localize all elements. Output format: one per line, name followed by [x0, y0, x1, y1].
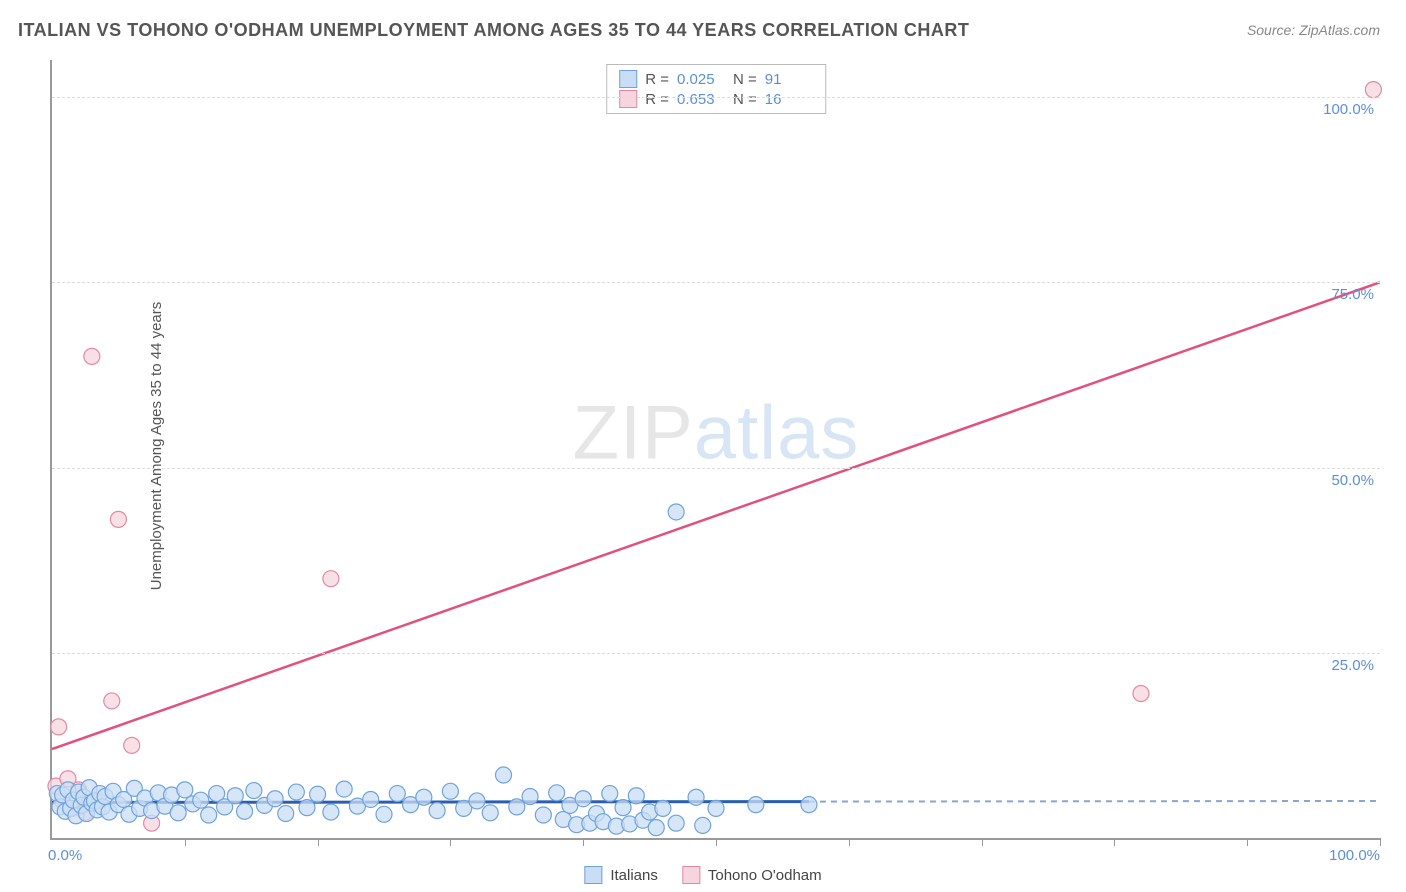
correlation-legend: R = 0.025 N = 91 R = 0.653 N = 16: [606, 64, 826, 114]
y-tick-label: 50.0%: [1331, 472, 1374, 489]
swatch-tohono: [682, 866, 700, 884]
swatch-tohono: [619, 90, 637, 108]
correlation-legend-row-italians: R = 0.025 N = 91: [619, 69, 813, 89]
n-label: N =: [733, 91, 757, 108]
n-value-tohono: 16: [765, 91, 813, 108]
swatch-italians: [619, 70, 637, 88]
correlation-legend-row-tohono: R = 0.653 N = 16: [619, 89, 813, 109]
r-value-tohono: 0.653: [677, 91, 725, 108]
plot-area: ZIPatlas R = 0.025 N = 91 R = 0.653 N = …: [50, 60, 1380, 840]
chart-title: ITALIAN VS TOHONO O'ODHAM UNEMPLOYMENT A…: [18, 20, 969, 41]
r-label: R =: [645, 71, 669, 88]
x-max-label: 100.0%: [1329, 847, 1380, 864]
source-attribution: Source: ZipAtlas.com: [1247, 22, 1380, 38]
y-tick-label: 25.0%: [1331, 657, 1374, 674]
y-tick-label: 100.0%: [1323, 101, 1374, 118]
series-label-tohono: Tohono O'odham: [708, 867, 822, 884]
series-legend: Italians Tohono O'odham: [584, 866, 821, 884]
x-origin-label: 0.0%: [48, 847, 82, 864]
chart-svg: [52, 60, 1380, 838]
y-tick-label: 75.0%: [1331, 286, 1374, 303]
series-legend-item-italians: Italians: [584, 866, 658, 884]
series-label-italians: Italians: [610, 867, 658, 884]
r-label: R =: [645, 91, 669, 108]
n-value-italians: 91: [765, 71, 813, 88]
r-value-italians: 0.025: [677, 71, 725, 88]
series-legend-item-tohono: Tohono O'odham: [682, 866, 822, 884]
swatch-italians: [584, 866, 602, 884]
n-label: N =: [733, 71, 757, 88]
